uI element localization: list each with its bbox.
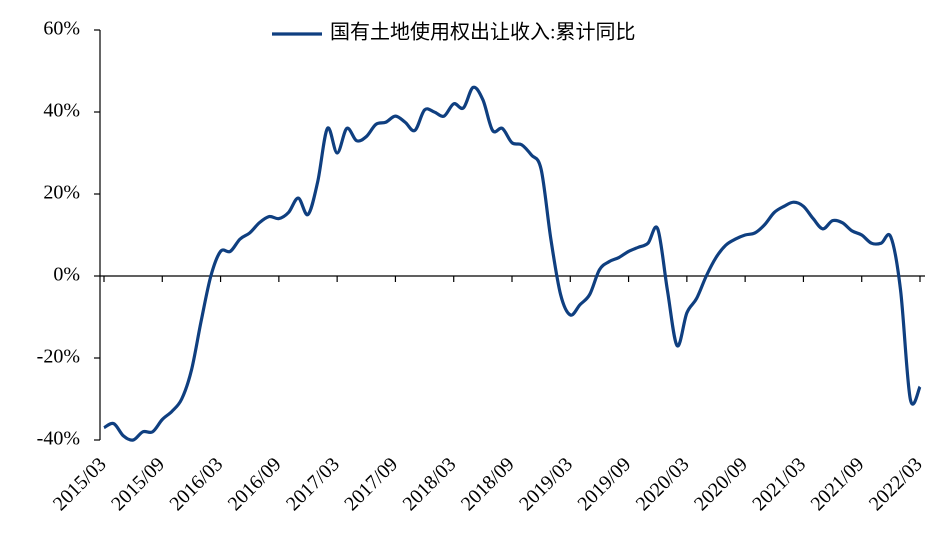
y-tick-label: 60% [43, 18, 80, 40]
y-tick-label: -40% [37, 428, 80, 450]
x-tick-label: 2021/09 [807, 453, 869, 515]
x-tick-label: 2018/09 [457, 453, 519, 515]
x-tick-label: 2020/03 [632, 453, 694, 515]
x-tick-label: 2022/03 [865, 453, 927, 515]
x-tick-label: 2018/03 [399, 453, 461, 515]
x-tick-label: 2017/09 [340, 453, 402, 515]
x-tick-label: 2021/03 [748, 453, 810, 515]
y-tick-label: -20% [37, 346, 80, 368]
x-tick-label: 2017/03 [282, 453, 344, 515]
y-tick-label: 0% [53, 264, 80, 286]
x-tick-label: 2016/09 [224, 453, 286, 515]
x-tick-label: 2015/09 [107, 453, 169, 515]
y-tick-label: 20% [43, 182, 80, 204]
x-tick-label: 2015/03 [49, 453, 111, 515]
x-tick-label: 2016/03 [165, 453, 227, 515]
x-tick-label: 2019/03 [515, 453, 577, 515]
x-tick-label: 2019/09 [573, 453, 635, 515]
data-line [103, 85, 922, 442]
x-tick-label: 2020/09 [690, 453, 752, 515]
y-tick-label: 40% [43, 100, 80, 122]
legend-label: 国有土地使用权出让收入:累计同比 [330, 21, 636, 44]
